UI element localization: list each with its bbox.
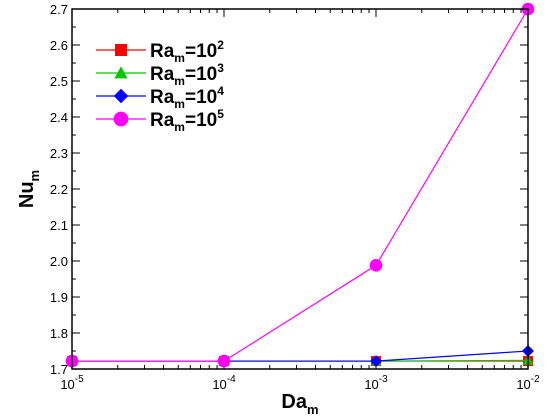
- y-axis-title: Num: [16, 170, 42, 208]
- y-tick-label: 1.9: [50, 290, 68, 305]
- y-tick-label: 2.5: [50, 74, 68, 89]
- legend-label: Ram=103: [150, 61, 224, 88]
- series-4: [65, 2, 535, 368]
- series-3: [66, 345, 534, 368]
- legend-item: Ram=102: [96, 38, 224, 65]
- data-point: [217, 354, 231, 368]
- series-line: [72, 8, 529, 362]
- y-tick-label: 1.7: [50, 362, 68, 377]
- legend-marker: [113, 88, 129, 104]
- x-axis-title-main: Da: [281, 391, 307, 413]
- legend-marker: [115, 44, 127, 56]
- y-tick-label: 2.6: [50, 38, 68, 53]
- y-tick-label: 2.2: [50, 182, 68, 197]
- y-axis-title-sub: m: [27, 170, 42, 182]
- x-axis-title: Dam: [281, 391, 318, 417]
- data-point: [370, 355, 382, 368]
- data-point: [369, 259, 383, 272]
- legend-marker: [114, 66, 128, 79]
- legend-item: Ram=104: [96, 84, 224, 111]
- y-tick-label: 1.8: [50, 326, 68, 341]
- y-axis-title-main: Nu: [16, 181, 38, 208]
- legend-item: Ram=105: [96, 107, 224, 134]
- y-tick-label: 2.1: [50, 218, 68, 233]
- y-tick-label: 2.0: [50, 254, 68, 269]
- x-tick-label: 10-3: [364, 374, 388, 392]
- x-tick-label: 10-4: [212, 374, 236, 392]
- x-axis-title-sub: m: [307, 402, 319, 417]
- x-tick-label: 10-5: [60, 374, 84, 392]
- y-tick-label: 2.3: [50, 146, 68, 161]
- x-tick-label: 10-2: [516, 374, 540, 392]
- legend-label: Ram=104: [150, 84, 224, 111]
- legend-marker: [113, 111, 129, 127]
- legend-label: Ram=105: [150, 107, 224, 134]
- y-tick-label: 2.4: [50, 110, 68, 125]
- legend-item: Ram=103: [96, 61, 224, 88]
- y-tick-label: 2.7: [50, 2, 68, 17]
- series-line: [72, 350, 529, 362]
- series-2: [66, 354, 534, 366]
- legend-label: Ram=102: [150, 38, 224, 65]
- plot-frame: [71, 8, 529, 370]
